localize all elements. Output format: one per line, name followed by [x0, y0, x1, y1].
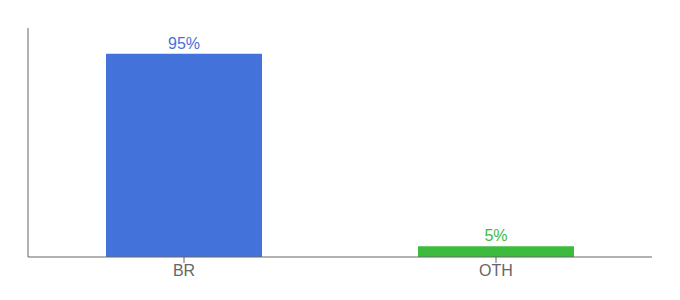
svg-text:BR: BR [173, 262, 195, 279]
svg-text:5%: 5% [484, 227, 507, 244]
svg-text:OTH: OTH [479, 262, 513, 279]
svg-text:95%: 95% [168, 35, 200, 52]
